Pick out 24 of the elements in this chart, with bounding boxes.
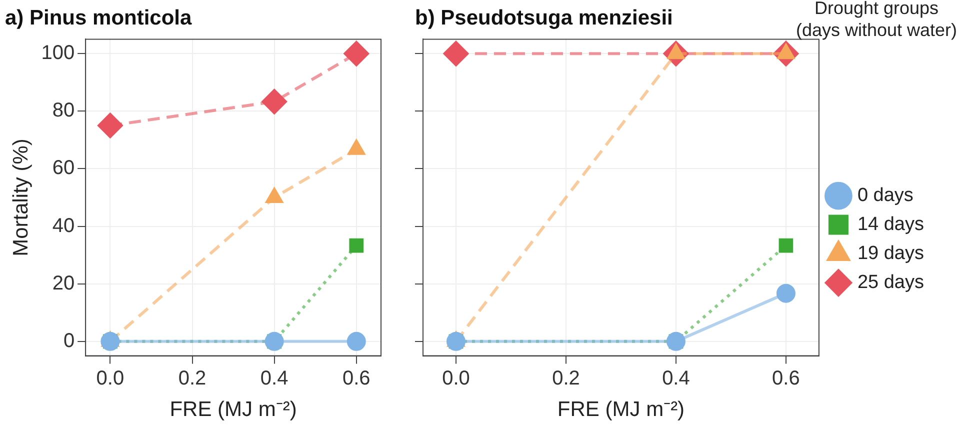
y-tick-label: 100 bbox=[41, 42, 75, 64]
x-tick-label: 0.4 bbox=[260, 367, 288, 390]
x-tick-label: 0.2 bbox=[552, 367, 580, 390]
x-tick-label: 0.6 bbox=[772, 367, 800, 390]
legend-label: 0 days bbox=[857, 185, 914, 206]
x-tick-label: 0.2 bbox=[178, 367, 206, 390]
x-tick-label: 0.0 bbox=[442, 367, 470, 390]
chart-title: a) Pinus monticola bbox=[5, 6, 192, 30]
x-axis-title: FRE (MJ m⁻²) bbox=[170, 398, 297, 422]
x-axis-title: FRE (MJ m⁻²) bbox=[557, 398, 685, 422]
x-tick-label: 0.6 bbox=[342, 367, 370, 390]
x-tick-label: 0.4 bbox=[662, 367, 690, 390]
y-tick-label: 80 bbox=[52, 100, 75, 122]
y-tick-label: 60 bbox=[52, 157, 75, 180]
legend-label: 19 days bbox=[857, 243, 924, 264]
y-axis-title: Mortality (%) bbox=[9, 138, 32, 256]
y-tick-label: 20 bbox=[52, 272, 75, 294]
y-tick-label: 0 bbox=[63, 330, 75, 352]
chart-title: b) Pseudotsuga menziesii bbox=[415, 6, 673, 30]
legend-label: 14 days bbox=[857, 214, 924, 236]
legend-title: Drought groups (days without water) bbox=[796, 0, 958, 40]
y-tick-label: 40 bbox=[52, 214, 75, 237]
x-tick-label: 0.0 bbox=[96, 367, 124, 390]
legend-label: 25 days bbox=[857, 272, 924, 294]
